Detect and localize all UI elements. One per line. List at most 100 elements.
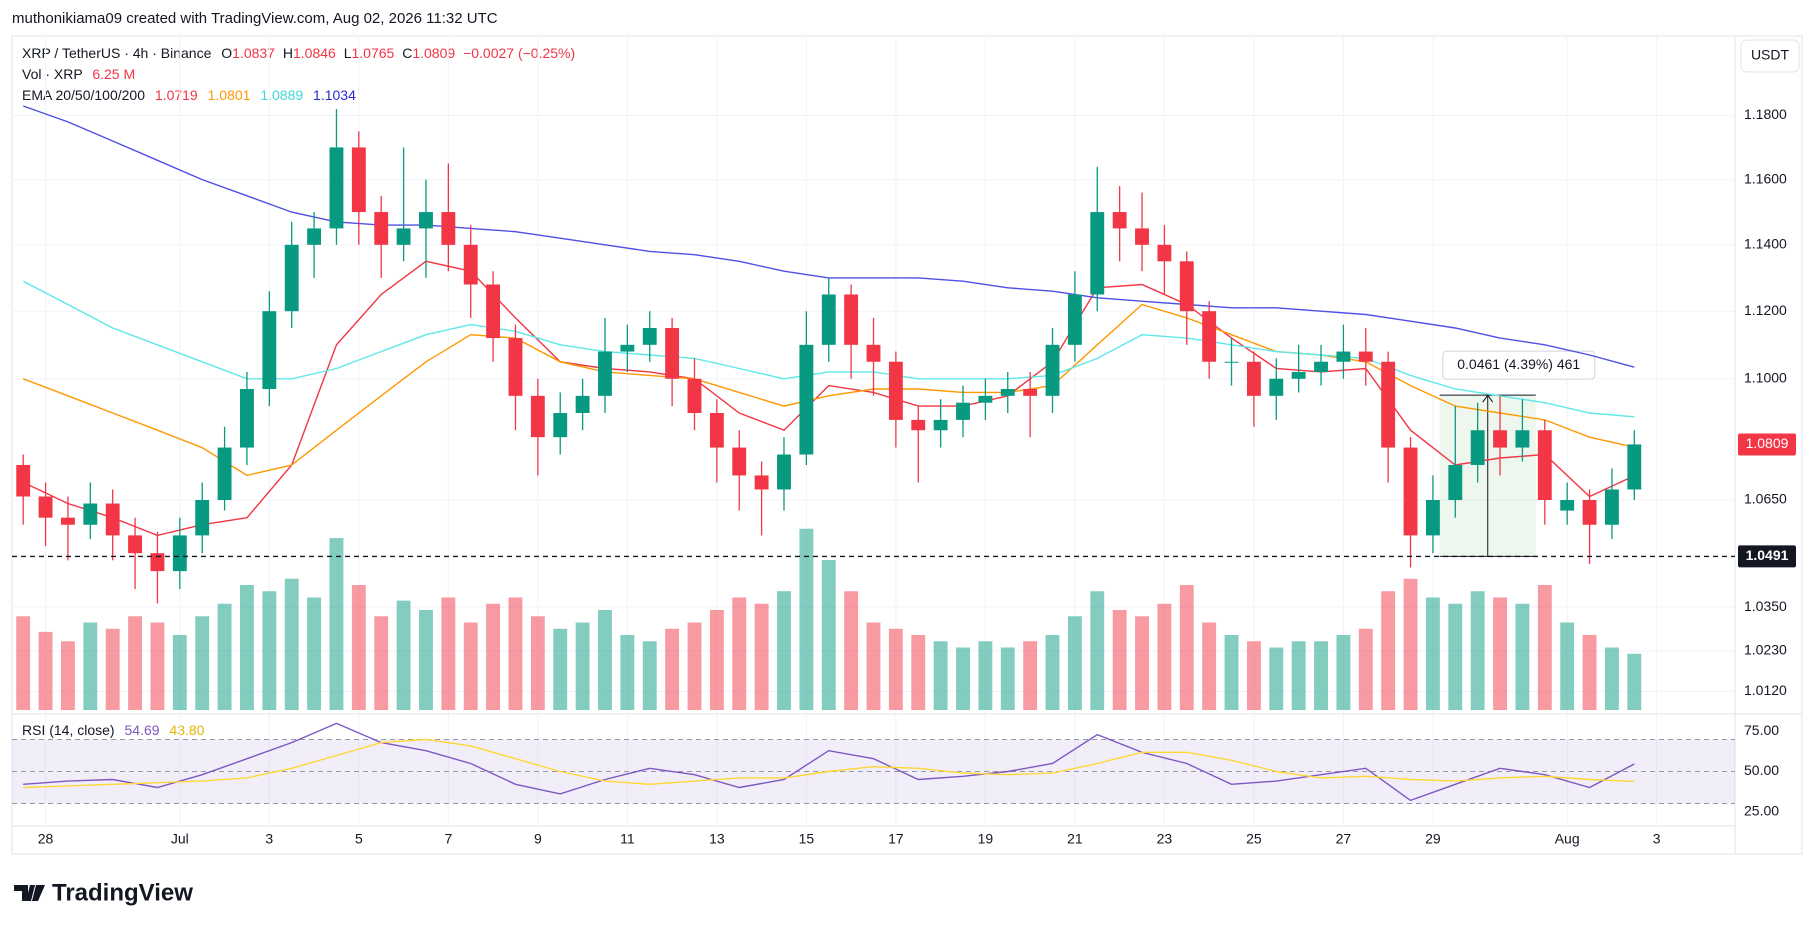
hline-label-box <box>1738 545 1796 568</box>
logo-text: TradingView <box>52 879 193 906</box>
volume-bar <box>329 538 344 710</box>
y-tick-label: 1.0230 <box>1744 642 1787 658</box>
candle-body <box>329 147 344 229</box>
legend-ema: EMA 20/50/100/200 1.0719 1.0801 1.0889 1… <box>22 87 356 103</box>
volume-bar <box>105 628 120 710</box>
volume-bar <box>1493 597 1507 710</box>
candle-body <box>1336 351 1351 362</box>
volume-bar <box>1067 616 1082 710</box>
volume-bar <box>1358 628 1373 710</box>
frame <box>11 35 1803 855</box>
candle-body <box>1515 430 1530 448</box>
volume-bar <box>888 628 903 710</box>
x-tick-label: 28 <box>38 831 54 847</box>
candle-body <box>1425 500 1440 536</box>
c-value: 1.0809 <box>412 45 455 61</box>
candle-body <box>1045 344 1060 396</box>
candle-body <box>1582 500 1597 525</box>
volume-bar <box>150 622 165 710</box>
legend-main: XRP / TetherUS · 4h · Binance O1.0837 H1… <box>22 45 575 61</box>
candle-body <box>128 535 143 554</box>
o-label: O <box>221 45 232 61</box>
candle-body <box>575 395 590 414</box>
volume-bar <box>1112 610 1127 710</box>
candle-body <box>1246 361 1261 396</box>
candle-body <box>16 464 31 497</box>
volume-bar <box>195 616 210 710</box>
measure-arrowhead <box>1482 394 1494 403</box>
candle-body <box>888 361 903 420</box>
volume-bar <box>1448 603 1463 710</box>
candle-body <box>1067 294 1082 345</box>
x-tick-label: 5 <box>355 831 363 847</box>
volume-bar <box>1045 635 1060 710</box>
candle-body <box>956 402 970 420</box>
volume-bar <box>799 528 814 710</box>
measure-label-box <box>1442 350 1596 380</box>
hline-label: 1.0491 <box>1746 547 1789 563</box>
volume-bar <box>83 622 98 710</box>
volume-bar <box>1314 641 1328 710</box>
candle-body <box>1470 430 1485 465</box>
y-tick-label: 1.0350 <box>1744 598 1787 614</box>
candle-body <box>1560 500 1575 511</box>
rsi-line <box>23 738 1635 789</box>
candle-body <box>1604 489 1619 525</box>
x-tick-label: 13 <box>709 831 725 847</box>
change: −0.0027 (−0.25%) <box>463 45 575 61</box>
volume-bar <box>1090 591 1105 710</box>
logo: TradingView <box>14 879 193 906</box>
candle-body <box>195 500 210 536</box>
rsi-tick-label: 75.00 <box>1744 722 1779 738</box>
candle-body <box>351 147 366 213</box>
x-tick-label: 9 <box>534 831 542 847</box>
volume-bar <box>1291 641 1306 710</box>
currency-button[interactable] <box>1740 39 1800 73</box>
volume-bar <box>1224 635 1239 710</box>
x-tick-label: 21 <box>1067 831 1083 847</box>
candle-body <box>620 344 635 352</box>
legend-rsi: RSI (14, close) 54.69 43.80 <box>22 722 205 738</box>
candle-body <box>1403 447 1418 536</box>
ema200-value: 1.1034 <box>313 87 356 103</box>
volume-bar <box>486 603 501 710</box>
candle-body <box>61 517 75 525</box>
volume-bar <box>1627 653 1642 710</box>
volume-bar <box>1336 635 1351 710</box>
y-tick-label: 1.1000 <box>1744 369 1787 385</box>
candle-body <box>1381 361 1396 448</box>
y-tick-label: 1.1600 <box>1744 170 1787 186</box>
candle-body <box>1291 371 1306 379</box>
x-tick-label: 19 <box>978 831 994 847</box>
rsi-line <box>23 722 1635 802</box>
candle-body <box>105 503 120 536</box>
price-label: 1.0809 <box>1746 435 1789 451</box>
price-label-box <box>1738 433 1796 456</box>
candle-body <box>911 419 926 431</box>
candle-body <box>486 284 501 339</box>
candle-body <box>1202 311 1217 362</box>
candle-body <box>508 338 523 396</box>
volume-bar <box>1537 585 1552 710</box>
l-value: 1.0765 <box>352 45 395 61</box>
candle-body <box>396 228 411 245</box>
volume-bar <box>1023 641 1038 710</box>
rsi-ma-value: 43.80 <box>169 722 204 738</box>
candle-body <box>1448 464 1463 501</box>
volume-bar <box>128 616 143 710</box>
volume-bar <box>1246 641 1261 710</box>
y-tick-label: 1.1400 <box>1744 236 1787 252</box>
candle-body <box>1157 244 1172 262</box>
x-tick-label: 3 <box>265 831 273 847</box>
volume-bar <box>441 597 456 710</box>
volume-bar <box>16 616 31 710</box>
candle-body <box>799 344 814 455</box>
volume-bar <box>1604 647 1619 710</box>
volume-bar <box>38 631 53 710</box>
candle-body <box>754 475 769 490</box>
ema100-value: 1.0889 <box>260 87 303 103</box>
candle-body <box>598 351 612 396</box>
rsi-tick-label: 50.00 <box>1744 762 1779 778</box>
